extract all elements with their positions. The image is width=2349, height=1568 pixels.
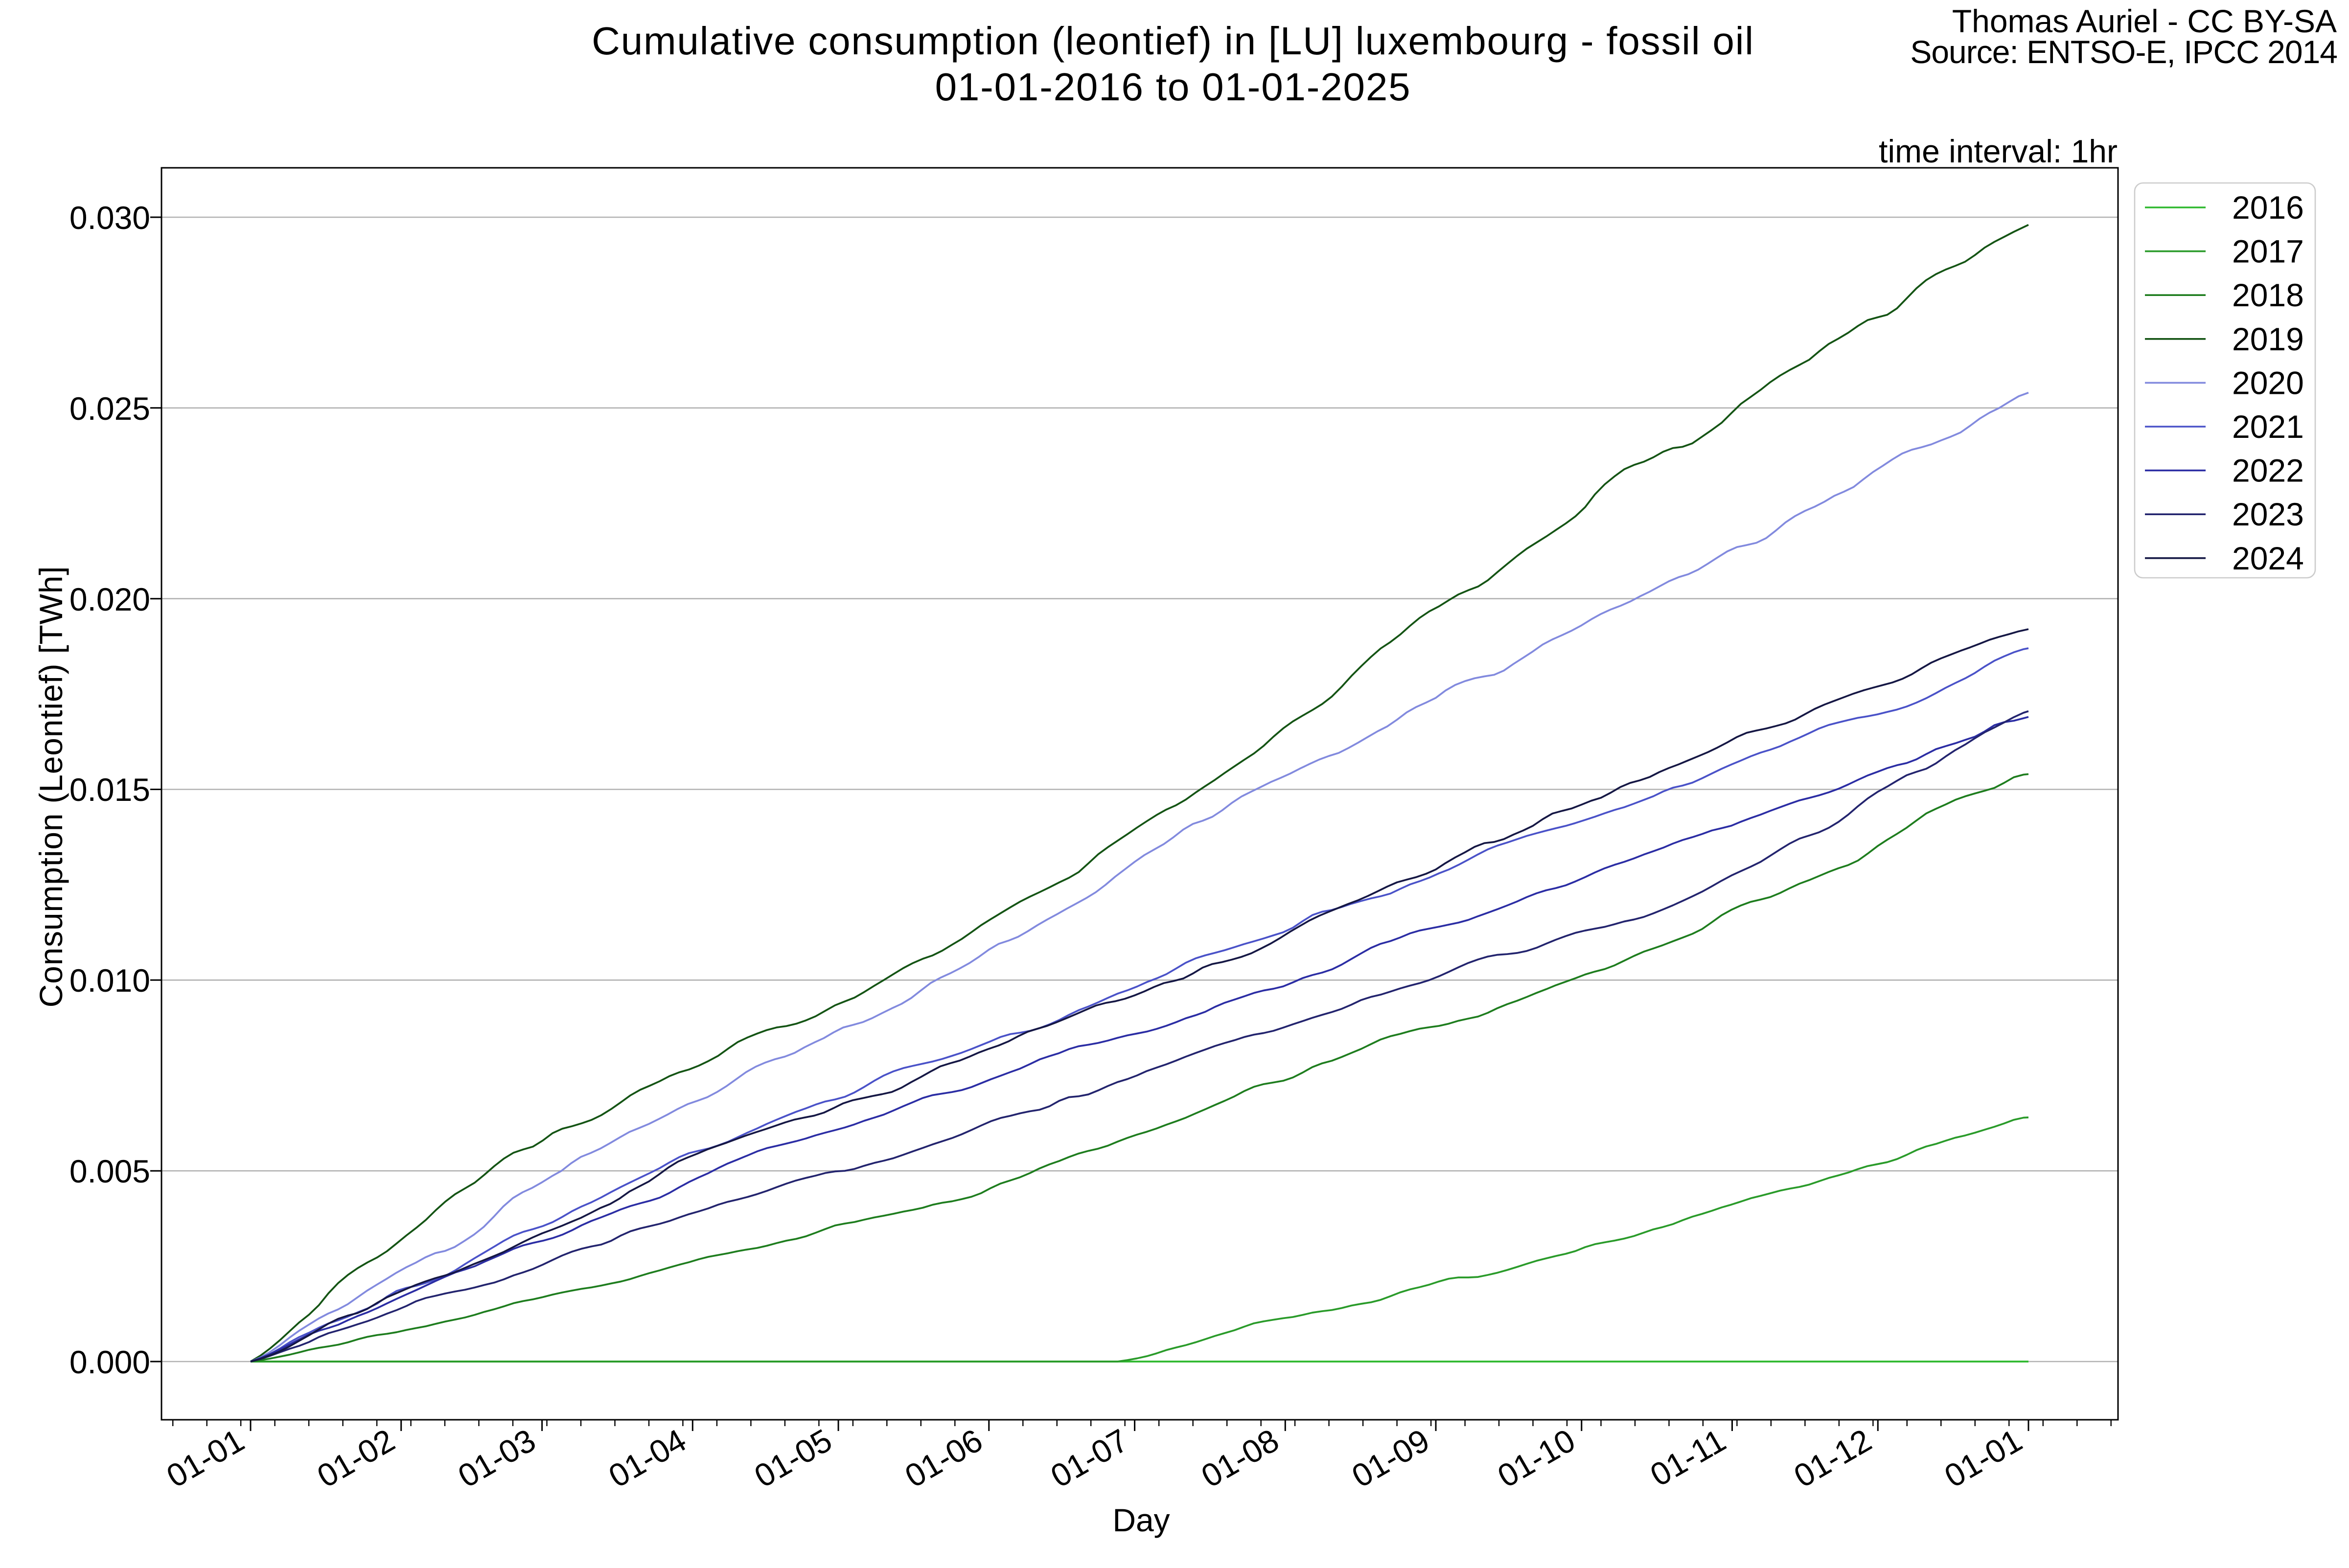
svg-text:2017: 2017 [2232, 233, 2304, 270]
svg-text:2018: 2018 [2232, 277, 2304, 313]
svg-text:2020: 2020 [2232, 364, 2304, 401]
svg-text:0.015: 0.015 [69, 772, 150, 808]
svg-text:0.025: 0.025 [69, 390, 150, 427]
svg-text:0.010: 0.010 [69, 962, 150, 999]
svg-text:2019: 2019 [2232, 321, 2304, 357]
svg-text:Cumulative consumption (leonti: Cumulative consumption (leontief) in [LU… [592, 19, 1754, 63]
svg-text:Consumption (Leontief) [TWh]: Consumption (Leontief) [TWh] [33, 566, 69, 1008]
svg-text:0.005: 0.005 [69, 1153, 150, 1189]
svg-text:2024: 2024 [2232, 540, 2304, 576]
svg-text:Day: Day [1112, 1502, 1170, 1538]
svg-text:2023: 2023 [2232, 496, 2304, 532]
svg-text:2021: 2021 [2232, 409, 2304, 445]
svg-text:time interval: 1hr: time interval: 1hr [1879, 133, 2118, 169]
svg-text:0.000: 0.000 [69, 1344, 150, 1380]
svg-text:Source: ENTSO-E, IPCC 2014: Source: ENTSO-E, IPCC 2014 [1910, 34, 2337, 70]
svg-text:2016: 2016 [2232, 189, 2304, 226]
svg-text:01-01-2016 to 01-01-2025: 01-01-2016 to 01-01-2025 [935, 65, 1411, 109]
svg-text:0.020: 0.020 [69, 581, 150, 617]
svg-text:2022: 2022 [2232, 453, 2304, 489]
svg-text:Thomas Auriel - CC BY-SA: Thomas Auriel - CC BY-SA [1952, 3, 2337, 39]
svg-text:0.030: 0.030 [69, 200, 150, 236]
